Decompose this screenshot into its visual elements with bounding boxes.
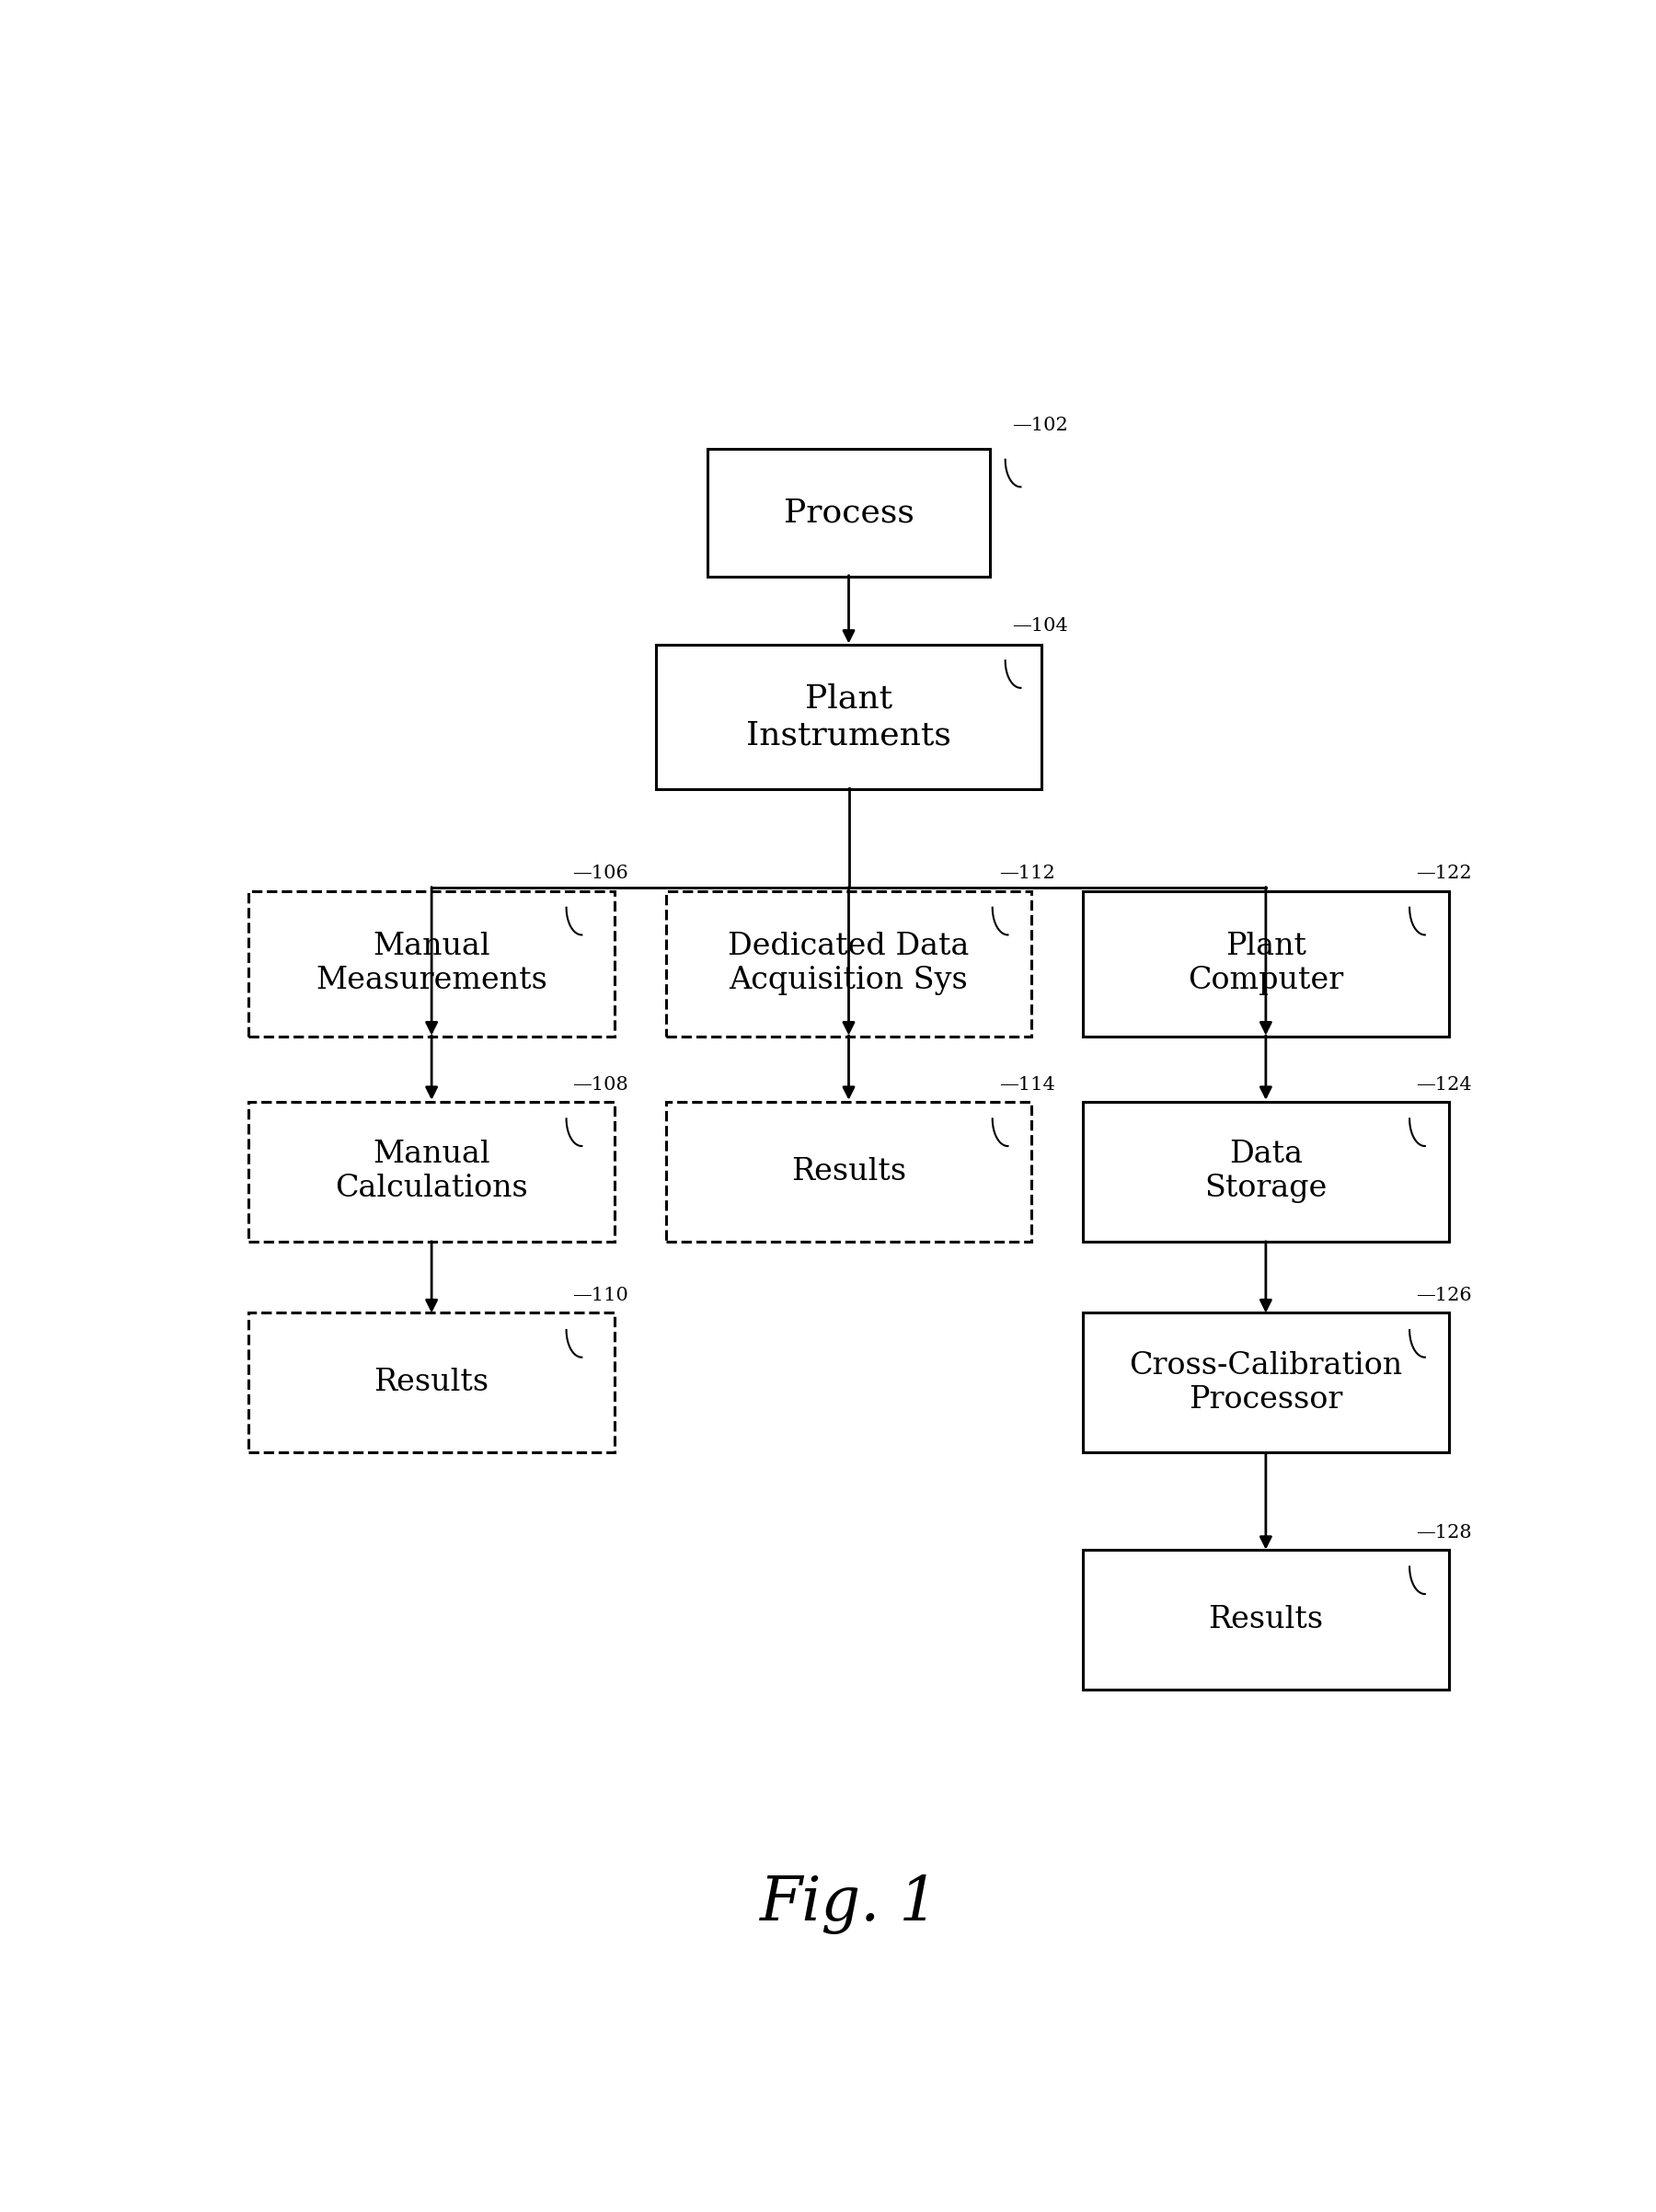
Text: —110: —110 [573,1287,629,1305]
Text: —106: —106 [573,865,629,883]
Text: Manual
Calculations: Manual Calculations [335,1139,528,1203]
Text: —114: —114 [999,1075,1055,1093]
FancyBboxPatch shape [248,891,614,1035]
Text: Results: Results [374,1367,489,1398]
Text: Results: Results [1209,1604,1323,1635]
FancyBboxPatch shape [1083,891,1449,1035]
Text: —104: —104 [1012,617,1068,635]
Text: Process: Process [783,498,914,529]
FancyBboxPatch shape [666,891,1032,1035]
Text: Plant
Instruments: Plant Instruments [747,684,951,750]
Text: Data
Storage: Data Storage [1204,1139,1326,1203]
Text: Dedicated Data
Acquisition Sys: Dedicated Data Acquisition Sys [729,931,969,995]
Text: Manual
Measurements: Manual Measurements [316,931,548,995]
Text: —124: —124 [1416,1075,1472,1093]
FancyBboxPatch shape [248,1102,614,1241]
FancyBboxPatch shape [1083,1102,1449,1241]
Text: —128: —128 [1416,1524,1472,1542]
FancyBboxPatch shape [248,1314,614,1453]
FancyBboxPatch shape [1083,1551,1449,1690]
FancyBboxPatch shape [707,449,990,577]
Text: Results: Results [792,1157,906,1186]
Text: —122: —122 [1416,865,1472,883]
Text: —112: —112 [999,865,1055,883]
FancyBboxPatch shape [666,1102,1032,1241]
Text: —102: —102 [1012,416,1068,434]
Text: —108: —108 [573,1075,629,1093]
Text: Plant
Computer: Plant Computer [1187,931,1343,995]
FancyBboxPatch shape [656,644,1042,790]
Text: Cross-Calibration
Processor: Cross-Calibration Processor [1129,1352,1403,1413]
FancyBboxPatch shape [1083,1314,1449,1453]
Text: —126: —126 [1416,1287,1472,1305]
Text: Fig. 1: Fig. 1 [758,1874,939,1933]
